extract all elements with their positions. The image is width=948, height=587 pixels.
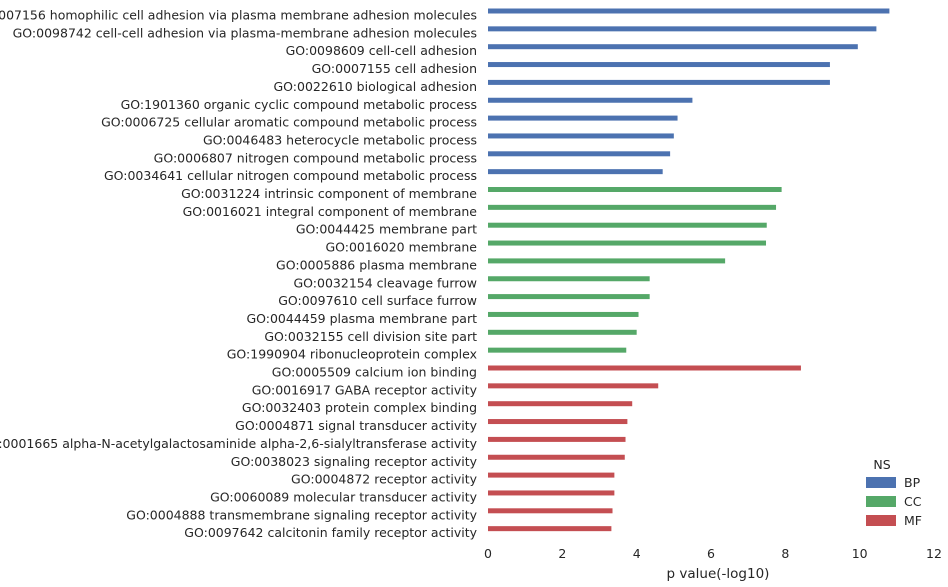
bar	[488, 454, 625, 460]
bar	[488, 97, 693, 103]
bar	[488, 8, 890, 14]
bar	[488, 44, 858, 50]
x-tick-label: 6	[707, 546, 715, 561]
x-axis-ticks: 0 2 4 6 8 10 12	[484, 546, 942, 561]
category-label: GO:0060089 molecular transducer activity	[210, 489, 478, 504]
x-tick-label: 12	[926, 546, 942, 561]
legend-swatch	[866, 496, 896, 507]
category-label: GO:0032155 cell division site part	[264, 329, 477, 344]
category-label: GO:0032403 protein complex binding	[242, 400, 477, 415]
category-label: GO:0007156 homophilic cell adhesion via …	[0, 8, 477, 23]
category-label: GO:0001665 alpha-N-acetylgalactosaminide…	[0, 436, 478, 451]
bars-layer	[488, 8, 890, 532]
category-label: GO:0005886 plasma membrane	[276, 257, 477, 272]
category-label: GO:0005509 calcium ion binding	[272, 365, 477, 380]
category-label: GO:0038023 signaling receptor activity	[231, 454, 478, 469]
bar	[488, 490, 615, 496]
x-tick-label: 2	[558, 546, 566, 561]
bar	[488, 347, 627, 353]
bar	[488, 258, 726, 264]
category-labels: GO:0007156 homophilic cell adhesion via …	[0, 8, 478, 541]
category-label: GO:0034641 cellular nitrogen compound me…	[104, 168, 477, 183]
category-label: GO:1990904 ribonucleoprotein complex	[227, 347, 477, 362]
bar	[488, 329, 637, 335]
legend-label: CC	[904, 494, 922, 509]
bar	[488, 472, 615, 478]
legend-swatch	[866, 477, 896, 488]
bar	[488, 169, 663, 175]
category-label: GO:0044425 membrane part	[296, 222, 477, 237]
bar	[488, 133, 674, 139]
bar	[488, 187, 782, 192]
category-label: GO:0016917 GABA receptor activity	[252, 382, 478, 397]
x-tick-label: 8	[781, 546, 789, 561]
legend-label: BP	[904, 475, 921, 490]
category-label: GO:0097642 calcitonin family receptor ac…	[184, 525, 477, 540]
category-label: GO:0022610 biological adhesion	[274, 79, 478, 94]
bar	[488, 526, 612, 532]
category-label: GO:0046483 heterocycle metabolic process	[203, 132, 477, 147]
bar	[488, 508, 613, 514]
bar	[488, 222, 767, 228]
bar	[488, 79, 830, 85]
bar	[488, 383, 659, 389]
category-label: GO:0004872 receptor activity	[291, 472, 478, 487]
x-tick-label: 0	[484, 546, 492, 561]
category-label: GO:0006725 cellular aromatic compound me…	[101, 115, 477, 130]
x-axis-title: p value(-log10)	[667, 566, 770, 582]
bar	[488, 26, 877, 32]
bar	[488, 365, 801, 371]
bar	[488, 294, 650, 300]
legend-swatch	[866, 515, 896, 526]
legend-label: MF	[904, 513, 922, 528]
category-label: GO:0004871 signal transducer activity	[235, 418, 477, 433]
bar	[488, 401, 633, 407]
category-label: GO:0007155 cell adhesion	[312, 61, 477, 76]
category-label: GO:0004888 transmembrane signaling recep…	[126, 507, 477, 522]
category-label: GO:0031224 intrinsic component of membra…	[181, 186, 477, 201]
category-label: GO:0098742 cell-cell adhesion via plasma…	[13, 25, 477, 40]
legend: NS BP CC MF	[866, 457, 922, 528]
category-label: GO:0032154 cleavage furrow	[294, 275, 478, 290]
bar	[488, 204, 777, 210]
bar	[488, 436, 626, 442]
x-tick-label: 4	[633, 546, 641, 561]
bar	[488, 240, 767, 246]
legend-title: NS	[873, 457, 890, 472]
bar	[488, 419, 628, 425]
category-label: GO:0016021 integral component of membran…	[183, 204, 478, 219]
x-tick-label: 10	[852, 546, 868, 561]
bar	[488, 151, 671, 157]
bar	[488, 276, 650, 282]
category-label: GO:0097610 cell surface furrow	[278, 293, 477, 308]
category-label: GO:0044459 plasma membrane part	[246, 311, 477, 326]
category-label: GO:0016020 membrane	[325, 240, 477, 255]
category-label: GO:1901360 organic cyclic compound metab…	[121, 97, 477, 112]
bar	[488, 62, 830, 68]
category-label: GO:0006807 nitrogen compound metabolic p…	[154, 150, 477, 165]
bar	[488, 115, 678, 121]
category-label: GO:0098609 cell-cell adhesion	[286, 43, 477, 58]
bar	[488, 311, 639, 317]
